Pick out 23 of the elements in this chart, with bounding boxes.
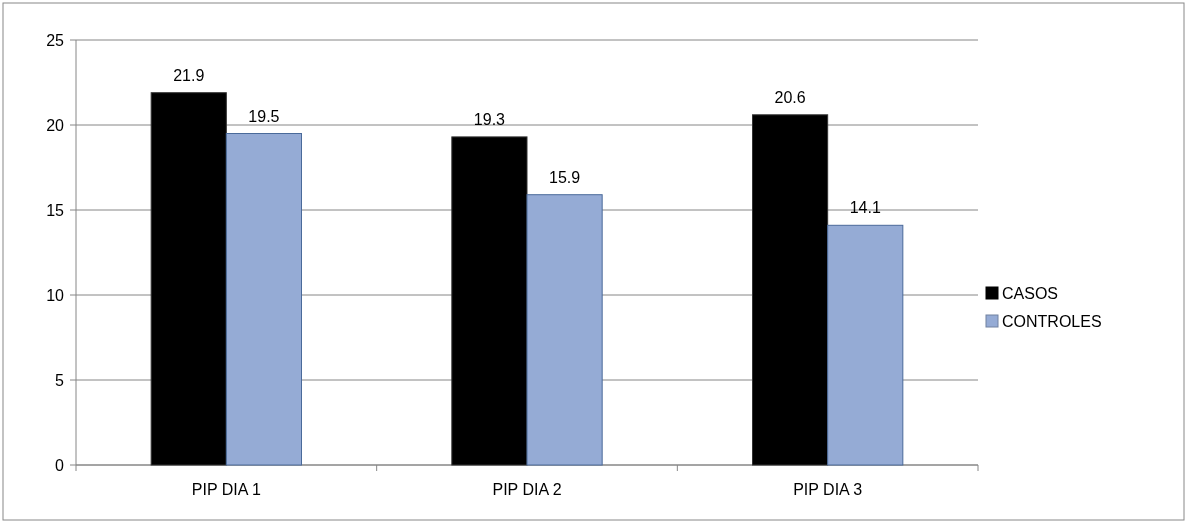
bar — [150, 92, 227, 466]
bar — [526, 194, 603, 466]
data-label: 19.5 — [248, 107, 280, 125]
x-tick-label: PIP DIA 1 — [191, 481, 261, 498]
data-label: 19.3 — [473, 110, 506, 128]
bar — [451, 136, 528, 466]
y-tick-label: 20 — [46, 116, 65, 134]
legend-label: CONTROLES — [1002, 312, 1102, 330]
bar — [225, 133, 302, 466]
bar — [752, 114, 829, 466]
y-tick-label: 15 — [46, 201, 65, 219]
y-tick-label: 10 — [46, 286, 65, 304]
data-label: 21.9 — [173, 66, 205, 84]
y-tick-label: 0 — [55, 456, 65, 474]
y-tick-label: 25 — [46, 31, 65, 49]
bar — [827, 224, 904, 466]
y-tick-label: 5 — [55, 371, 65, 389]
data-label: 15.9 — [549, 168, 581, 186]
legend-label: CASOS — [1002, 284, 1059, 302]
x-tick-label: PIP DIA 2 — [492, 481, 562, 498]
data-label: 20.6 — [774, 88, 806, 106]
x-tick-label: PIP DIA 3 — [793, 481, 863, 498]
data-label: 14.1 — [849, 199, 881, 217]
